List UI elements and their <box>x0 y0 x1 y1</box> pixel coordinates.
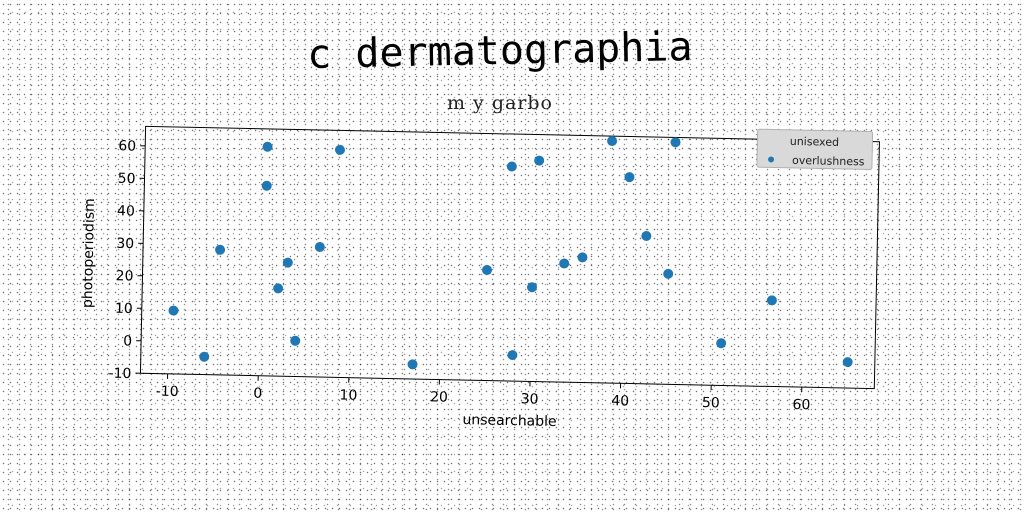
scatter-point <box>482 265 493 276</box>
y-tick-label: 10 <box>115 301 133 317</box>
legend-box <box>756 128 874 171</box>
x-tick-label: 40 <box>611 393 629 409</box>
scatter-point <box>641 230 652 241</box>
scatter-point <box>314 242 325 253</box>
legend-label: overlushness <box>792 154 865 169</box>
scatter-point <box>624 172 635 183</box>
scatter-point <box>663 268 674 279</box>
scatter-point <box>334 144 345 155</box>
scatter-point <box>407 359 418 370</box>
plot-area <box>139 125 880 390</box>
y-tick-label: 20 <box>115 268 133 284</box>
legend-title: unisexed <box>790 135 839 149</box>
scatter-point <box>262 141 273 152</box>
legend: unisexed overlushness <box>756 128 874 171</box>
scatter-point <box>273 283 284 294</box>
x-tick-label: 20 <box>430 389 448 405</box>
y-tick-label: 60 <box>118 138 136 154</box>
y-tick-label: -10 <box>108 366 131 382</box>
x-tick-label: 60 <box>792 397 810 413</box>
scatter-point <box>199 351 210 362</box>
scatter-point <box>215 244 226 255</box>
scatter-point <box>526 282 537 293</box>
scatter-point <box>534 155 545 166</box>
scatter-point <box>842 357 853 368</box>
scatter-point <box>766 295 777 306</box>
x-tick-label: -10 <box>156 384 179 400</box>
scatter-point <box>559 258 570 269</box>
scatter-point <box>506 161 517 172</box>
scatter-point <box>168 305 179 316</box>
scatter-point <box>716 338 727 349</box>
scatter-point <box>290 335 301 346</box>
y-tick-label: 0 <box>123 333 132 349</box>
y-axis-label: photoperiodism <box>80 198 98 308</box>
x-tick-label: 30 <box>521 391 539 407</box>
x-tick-label: 50 <box>702 395 720 411</box>
scatter-point <box>577 252 588 263</box>
y-tick-label: 50 <box>118 171 136 187</box>
x-tick-label: 0 <box>253 386 262 402</box>
x-axis: -10 0 10 20 30 40 50 60 <box>156 373 811 413</box>
y-tick-label: 40 <box>117 203 135 219</box>
legend-marker <box>768 156 775 163</box>
y-axis: -10 0 10 20 30 40 50 60 <box>108 138 146 382</box>
chart-subtitle: m y garbo <box>446 92 553 114</box>
x-tick-label: 10 <box>339 387 357 403</box>
scatter-point <box>507 350 518 361</box>
y-tick-label: 30 <box>116 236 134 252</box>
scatter-point <box>670 137 681 148</box>
scatter-series <box>168 135 853 370</box>
scatter-point <box>607 135 618 146</box>
scatter-point <box>282 257 293 268</box>
scatter-point <box>261 180 272 191</box>
x-axis-label: unsearchable <box>462 412 557 430</box>
